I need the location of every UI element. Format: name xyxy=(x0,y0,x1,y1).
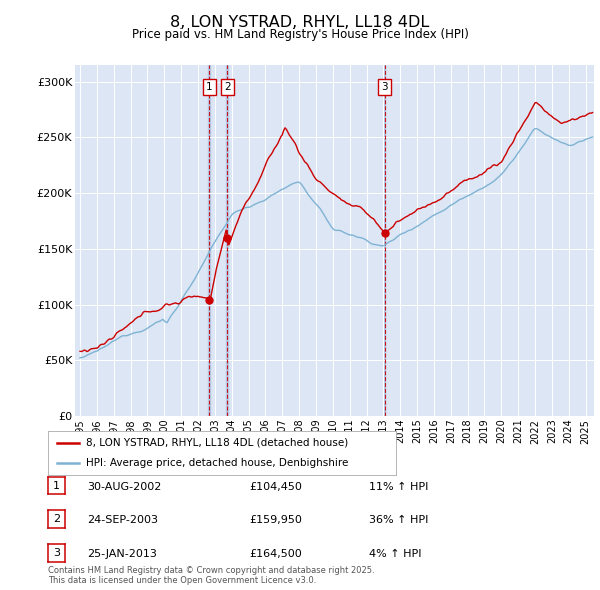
Text: £104,450: £104,450 xyxy=(249,482,302,491)
Text: 24-SEP-2003: 24-SEP-2003 xyxy=(87,516,158,525)
Text: 2: 2 xyxy=(53,514,60,524)
Bar xyxy=(226,65,228,416)
Text: 2: 2 xyxy=(224,82,230,92)
Text: 1: 1 xyxy=(206,82,212,92)
Text: 25-JAN-2013: 25-JAN-2013 xyxy=(87,549,157,559)
Text: 3: 3 xyxy=(381,82,388,92)
Text: Contains HM Land Registry data © Crown copyright and database right 2025.
This d: Contains HM Land Registry data © Crown c… xyxy=(48,566,374,585)
Text: 36% ↑ HPI: 36% ↑ HPI xyxy=(369,516,428,525)
Text: 8, LON YSTRAD, RHYL, LL18 4DL: 8, LON YSTRAD, RHYL, LL18 4DL xyxy=(170,15,430,30)
Text: HPI: Average price, detached house, Denbighshire: HPI: Average price, detached house, Denb… xyxy=(86,458,349,468)
Text: £159,950: £159,950 xyxy=(249,516,302,525)
Text: £164,500: £164,500 xyxy=(249,549,302,559)
Text: 11% ↑ HPI: 11% ↑ HPI xyxy=(369,482,428,491)
Text: 8, LON YSTRAD, RHYL, LL18 4DL (detached house): 8, LON YSTRAD, RHYL, LL18 4DL (detached … xyxy=(86,438,349,448)
Text: Price paid vs. HM Land Registry's House Price Index (HPI): Price paid vs. HM Land Registry's House … xyxy=(131,28,469,41)
Text: 30-AUG-2002: 30-AUG-2002 xyxy=(87,482,161,491)
Text: 1: 1 xyxy=(53,481,60,490)
Bar xyxy=(208,65,210,416)
Text: 4% ↑ HPI: 4% ↑ HPI xyxy=(369,549,421,559)
Bar xyxy=(384,65,385,416)
Text: 3: 3 xyxy=(53,548,60,558)
